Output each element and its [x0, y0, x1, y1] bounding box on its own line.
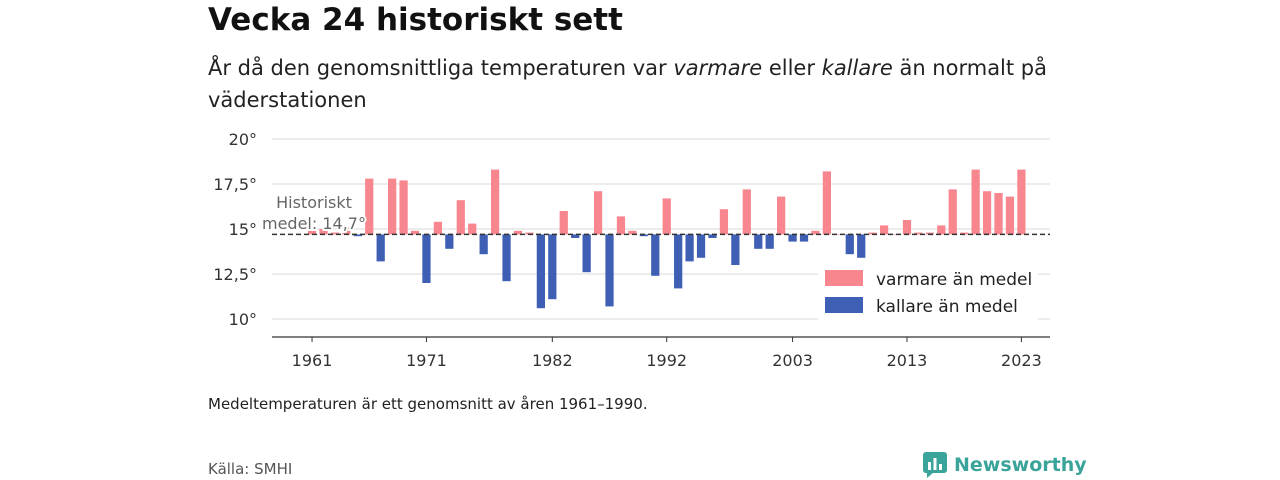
subtitle-colder: kallare	[821, 56, 893, 80]
bar-2007	[834, 234, 843, 235]
bar-2011	[879, 225, 889, 235]
bar-1963	[330, 232, 340, 235]
baseline-label-line: Historiskt	[276, 193, 352, 212]
bar-1996	[708, 234, 717, 238]
y-tick-label: 15°	[229, 220, 257, 239]
bar-1986	[593, 191, 603, 235]
y-tick-label: 17,5°	[213, 175, 257, 194]
bar-2019	[971, 169, 980, 235]
bar-2000	[754, 234, 763, 249]
bar-1991	[651, 234, 660, 276]
bar-1982	[548, 234, 557, 300]
bar-1970	[410, 230, 420, 235]
bar-1976	[479, 234, 488, 255]
legend-label-cold: kallare än medel	[876, 297, 1018, 317]
baseline-label-line: medel: 14,7°	[262, 214, 366, 233]
bar-1987	[605, 234, 614, 307]
x-axis: 1961 1971 1982 1992 2003 2013 2023	[292, 337, 1042, 370]
bar-1973	[445, 234, 454, 249]
y-axis: 10° 12,5° 15° 17,5° 20°	[213, 130, 257, 329]
x-tick-label: 2013	[887, 351, 928, 370]
bar-1968	[388, 178, 397, 235]
footnote: Medeltemperaturen är ett genomsnitt av å…	[208, 395, 648, 413]
bar-1961	[307, 227, 317, 235]
bar-1971	[422, 234, 431, 283]
bar-1964	[342, 227, 351, 235]
brand-name: Newsworthy	[954, 454, 1087, 476]
bar-1967	[376, 234, 385, 262]
bar-1962	[319, 229, 328, 235]
bar-1992	[662, 198, 671, 235]
bar-2003	[788, 234, 797, 242]
bar-1990	[639, 234, 648, 237]
bar-2006	[822, 171, 832, 235]
bar-2001	[765, 234, 774, 249]
bars	[307, 169, 1026, 309]
bar-2020	[982, 191, 992, 235]
y-tick-label: 20°	[229, 130, 257, 149]
bar-2004	[799, 234, 809, 242]
bar-1975	[468, 223, 477, 235]
bar-2021	[994, 193, 1003, 235]
bar-1999	[742, 189, 751, 235]
bar-1989	[628, 230, 637, 235]
bar-1985	[582, 234, 591, 273]
y-tick-label: 10°	[229, 310, 257, 329]
bar-2005	[811, 230, 820, 235]
bar-2013	[902, 220, 912, 235]
legend-swatch-cold	[825, 297, 863, 313]
bar-2023	[1017, 169, 1026, 235]
bar-2016	[937, 225, 946, 235]
legend-label-warm: varmare än medel	[876, 270, 1032, 290]
bar-1977	[490, 169, 500, 235]
bar-1981	[536, 234, 545, 309]
bar-1983	[559, 211, 568, 235]
bar-1998	[731, 234, 740, 265]
bar-2015	[925, 232, 934, 235]
bar-1965	[353, 234, 362, 237]
x-tick-label: 1992	[646, 351, 687, 370]
bar-1995	[696, 234, 706, 258]
subtitle-part-2: eller	[762, 56, 822, 80]
chart-subtitle: År då den genomsnittliga temperaturen va…	[208, 52, 1048, 116]
bar-2022	[1005, 196, 1015, 235]
bar-2002	[777, 196, 786, 235]
bar-1966	[365, 178, 374, 235]
brand-logo: Newsworthy	[922, 451, 1087, 479]
subtitle-part-1: År då den genomsnittliga temperaturen va…	[208, 56, 674, 80]
bar-2010	[868, 232, 877, 235]
bar-1997	[719, 209, 729, 235]
bar-2017	[948, 189, 957, 235]
bar-1974	[456, 200, 465, 235]
legend-swatch-warm	[825, 270, 863, 286]
bar-1972	[433, 221, 443, 235]
x-tick-label: 1961	[292, 351, 333, 370]
x-tick-label: 2023	[1001, 351, 1042, 370]
x-tick-label: 1982	[532, 351, 573, 370]
bar-1969	[399, 180, 408, 235]
bar-2009	[857, 234, 866, 258]
baseline-label: Historiskt medel: 14,7°	[260, 191, 368, 235]
bar-1978	[502, 234, 511, 282]
bar-1988	[616, 216, 626, 235]
subtitle-part-3: än normalt på väderstationen	[208, 56, 1047, 112]
source-label: Källa: SMHI	[208, 460, 293, 478]
bar-1994	[685, 234, 694, 262]
legend: varmare än medel kallare än medel	[818, 262, 1038, 320]
y-tick-label: 12,5°	[213, 265, 257, 284]
bar-1984	[571, 234, 580, 238]
bar-2012	[891, 234, 900, 235]
subtitle-warmer: varmare	[673, 56, 763, 80]
bar-1993	[674, 234, 683, 289]
x-tick-label: 2003	[772, 351, 813, 370]
bar-1979	[513, 230, 523, 235]
bar-2008	[845, 234, 854, 255]
bar-2018	[960, 232, 969, 235]
bar-2014	[914, 232, 923, 235]
newsworthy-logo-icon	[923, 452, 947, 478]
bar-1980	[525, 232, 534, 235]
x-tick-label: 1971	[406, 351, 447, 370]
chart-title: Vecka 24 historiskt sett	[208, 2, 623, 38]
